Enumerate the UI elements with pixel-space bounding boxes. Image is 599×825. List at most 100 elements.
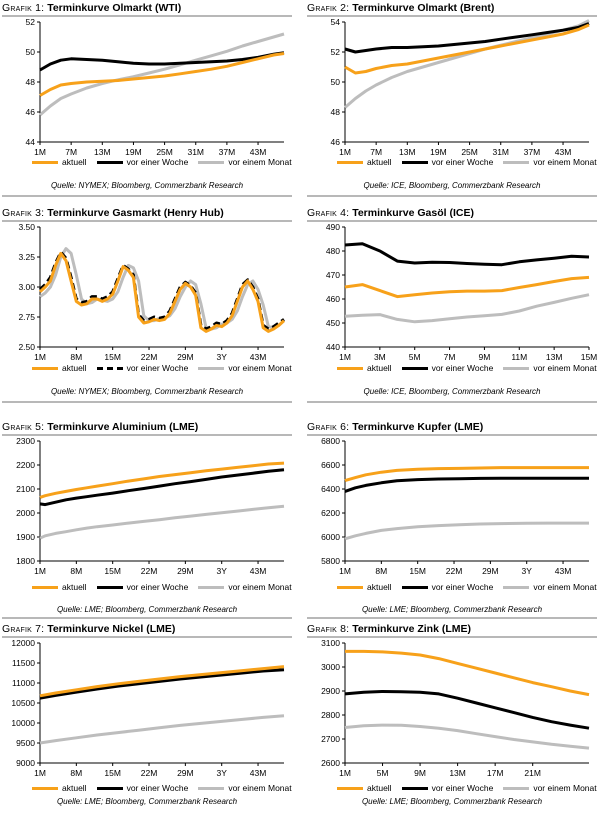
x-tick-label: 29M (177, 352, 194, 362)
legend-label: vor einer Woche (126, 582, 189, 592)
x-tick-label: 3M (374, 352, 386, 362)
chart-panel-2: Grafik 2: Terminkurve Olmarkt (Brent) 46… (307, 2, 597, 204)
y-tick-label: 46 (26, 107, 36, 117)
legend-item: vor einem Monat (198, 582, 292, 592)
x-tick-label: 25M (156, 147, 173, 157)
chart-title: Grafik 5: Terminkurve Aluminium (LME) (2, 421, 199, 433)
series-line-monat (344, 723, 590, 750)
x-tick-label: 43M (250, 768, 267, 778)
x-tick-label: 8M (375, 566, 387, 576)
legend-item: aktuell (32, 783, 87, 793)
series-line-woche (344, 476, 589, 493)
x-tick-label: 29M (177, 566, 194, 576)
chart-source: Quelle: LME; Bloomberg, Commerzbank Rese… (361, 605, 543, 614)
legend-item: vor einer Woche (401, 363, 494, 373)
y-tick-label: 50 (26, 47, 36, 57)
chart-title: Grafik 6: Terminkurve Kupfer (LME) (307, 421, 484, 433)
legend-swatch (337, 161, 363, 165)
y-tick-label: 11500 (12, 658, 35, 668)
x-tick-label: 15M (104, 352, 121, 362)
y-tick-label: 2600 (321, 758, 340, 768)
y-tick-label: 9000 (16, 758, 35, 768)
legend-item: vor einer Woche (401, 157, 494, 167)
legend-swatch (503, 787, 530, 791)
legend-swatch (198, 787, 225, 791)
x-tick-label: 22M (141, 566, 158, 576)
line-chart: 9000 9500 10000 10500 11000 11500 12000 1M 8M 15M… (11, 638, 285, 778)
line-chart: 2600 2700 2800 2900 3000 3100 1M 5M 9M 13M 17M 21M (321, 638, 590, 778)
chart-legend: aktuell vor einer Woche vor einem Monat (337, 157, 599, 167)
series-line-aktuell (345, 649, 590, 697)
y-tick-label: 9500 (16, 738, 35, 748)
title-rule (307, 15, 597, 17)
series-line-woche (39, 51, 285, 72)
y-tick-label: 3.00 (18, 282, 35, 292)
x-tick-label: 1M (339, 352, 351, 362)
chart-title: Grafik 2: Terminkurve Olmarkt (Brent) (307, 2, 495, 14)
chart-legend: aktuell vor einer Woche vor einem Monat (32, 783, 302, 793)
legend-label: vor einem Monat (533, 582, 597, 592)
legend-label: vor einem Monat (533, 783, 597, 793)
legend-item: aktuell (32, 363, 87, 373)
title-rule (307, 434, 597, 436)
legend-swatch (401, 367, 428, 371)
legend-label: vor einer Woche (431, 157, 494, 167)
chart-legend: aktuell vor einer Woche vor einem Monat (32, 582, 302, 592)
legend-item: vor einer Woche (96, 363, 189, 373)
legend-label: vor einem Monat (228, 582, 292, 592)
legend-item: vor einem Monat (198, 157, 292, 167)
legend-swatch (337, 586, 363, 590)
chart-title: Grafik 3: Terminkurve Gasmarkt (Henry Hu… (2, 207, 224, 219)
series-line-aktuell (344, 23, 590, 75)
legend-label: vor einem Monat (533, 157, 597, 167)
chart-title: Grafik 7: Terminkurve Nickel (LME) (2, 623, 176, 635)
x-tick-label: 3Y (216, 352, 227, 362)
legend-item: vor einer Woche (96, 783, 188, 793)
legend-label: vor einer Woche (431, 363, 494, 373)
chart-source: Quelle: LME; Bloomberg, Commerzbank Rese… (56, 605, 238, 614)
y-tick-label: 6600 (321, 460, 340, 470)
y-tick-label: 48 (26, 77, 36, 87)
legend-swatch (96, 161, 123, 165)
legend-item: vor einer Woche (401, 783, 493, 793)
y-tick-label: 440 (326, 342, 340, 352)
chart-title: Grafik 8: Terminkurve Zink (LME) (307, 623, 472, 635)
series-line-woche (39, 668, 285, 700)
y-tick-label: 2200 (16, 460, 35, 470)
legend-swatch (32, 161, 58, 165)
y-tick-label: 6800 (321, 436, 340, 446)
y-tick-label: 2300 (16, 436, 35, 446)
y-tick-label: 6400 (321, 484, 340, 494)
legend-item: vor einem Monat (503, 783, 597, 793)
y-tick-label: 1800 (16, 556, 35, 566)
x-tick-label: 31M (492, 147, 509, 157)
legend-label: vor einem Monat (533, 363, 597, 373)
legend-item: vor einem Monat (198, 363, 292, 373)
y-tick-label: 50 (331, 77, 341, 87)
x-tick-label: 43M (250, 566, 267, 576)
y-tick-label: 12000 (11, 638, 35, 648)
series-line-monat (39, 714, 285, 745)
series-line-woche (344, 690, 590, 730)
legend-swatch (503, 367, 530, 371)
legend-item: aktuell (337, 363, 392, 373)
x-tick-label: 5M (409, 352, 421, 362)
y-tick-label: 44 (26, 137, 36, 147)
x-tick-label: 1M (339, 566, 351, 576)
x-tick-label: 37M (219, 147, 236, 157)
legend-label: aktuell (367, 783, 392, 793)
legend-item: vor einem Monat (503, 157, 597, 167)
y-tick-label: 10000 (11, 718, 35, 728)
x-tick-label: 8M (70, 566, 82, 576)
legend-label: aktuell (62, 363, 87, 373)
chart-source: Quelle: NYMEX; Bloomberg, Commerzbank Re… (50, 181, 244, 190)
legend-label: vor einer Woche (126, 157, 189, 167)
legend-label: aktuell (367, 363, 392, 373)
series-line-aktuell (39, 461, 285, 499)
x-tick-label: 1M (34, 768, 46, 778)
chart-legend: aktuell vor einer Woche vor einem Monat (337, 582, 599, 592)
x-tick-label: 22M (141, 768, 158, 778)
legend-swatch (32, 367, 58, 371)
x-tick-label: 1M (34, 147, 46, 157)
legend-label: vor einer Woche (126, 363, 189, 373)
